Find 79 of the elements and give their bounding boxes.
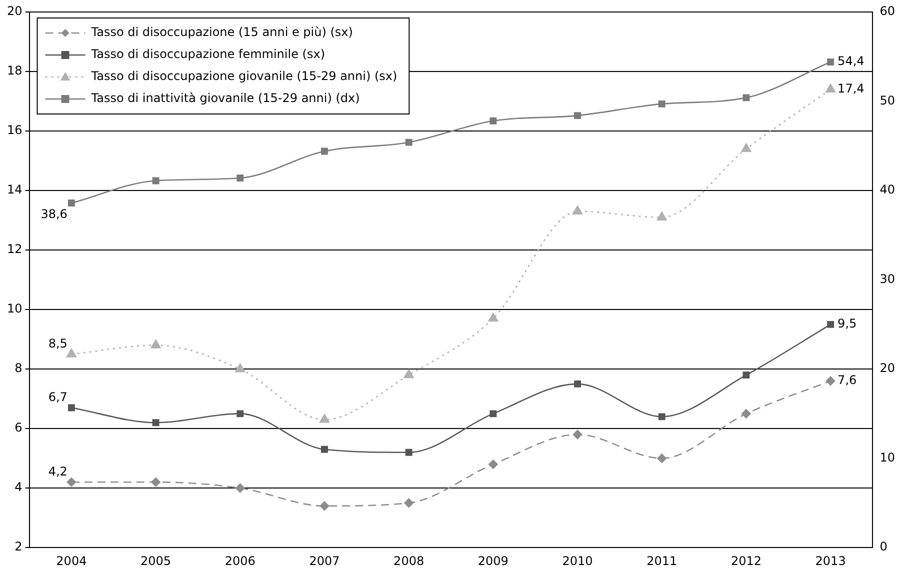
data-label: 4,2 bbox=[48, 464, 68, 478]
point bbox=[235, 363, 246, 372]
y-tick-label: 2 bbox=[14, 540, 22, 554]
y2-tick-label: 10 bbox=[880, 450, 896, 464]
x-tick-label: 2008 bbox=[394, 554, 424, 568]
legend-label: Tasso di disoccupazione giovanile (15-29 anni) (sx) bbox=[90, 69, 398, 84]
point bbox=[574, 380, 581, 388]
data-label: 9,5 bbox=[838, 316, 857, 331]
point bbox=[320, 414, 330, 423]
point bbox=[656, 212, 667, 220]
point bbox=[236, 174, 244, 182]
data-label: 38,6 bbox=[40, 207, 68, 222]
point bbox=[742, 409, 751, 418]
point bbox=[320, 501, 330, 511]
point bbox=[572, 206, 582, 215]
data-label: 6,7 bbox=[48, 390, 68, 404]
x-tick-label: 2012 bbox=[730, 554, 762, 568]
x-tick-label: 2013 bbox=[815, 554, 846, 568]
x-tick-label: 2005 bbox=[140, 554, 172, 568]
point bbox=[236, 410, 244, 418]
x-tick-label: 2004 bbox=[56, 554, 87, 568]
point bbox=[321, 446, 328, 453]
data-label: 54,4 bbox=[838, 54, 864, 68]
y2-tick-label: 60 bbox=[880, 4, 896, 18]
point bbox=[574, 112, 581, 120]
x-tick-label: 2009 bbox=[478, 554, 508, 568]
point bbox=[66, 348, 76, 358]
legend-label: Tasso di inattività giovanile (15-29 anni) (dx) bbox=[90, 91, 360, 106]
y2-tick-label: 0 bbox=[880, 540, 888, 554]
point bbox=[826, 376, 836, 386]
point bbox=[321, 148, 328, 155]
point bbox=[404, 369, 414, 378]
legend-label: Tasso di disoccupazione (15 anni e più) (sx) bbox=[90, 25, 353, 40]
point bbox=[235, 483, 245, 493]
point bbox=[572, 430, 582, 440]
point bbox=[68, 200, 75, 207]
point bbox=[742, 372, 750, 378]
point bbox=[488, 312, 498, 322]
y-tick-label: 4 bbox=[14, 480, 22, 494]
point bbox=[826, 84, 836, 93]
x-tick-label: 2006 bbox=[224, 554, 256, 568]
x-tick-label: 2011 bbox=[646, 554, 678, 568]
point bbox=[827, 58, 834, 66]
point bbox=[742, 94, 750, 102]
point bbox=[151, 477, 160, 487]
legend-label: Tasso di disoccupazione femminile (sx) bbox=[90, 47, 326, 62]
data-label: 8,5 bbox=[48, 336, 68, 350]
point bbox=[405, 138, 412, 146]
point bbox=[152, 177, 160, 184]
point bbox=[66, 477, 76, 487]
point bbox=[490, 410, 497, 418]
y-tick-label: 20 bbox=[6, 4, 22, 18]
y2-tick-label: 30 bbox=[880, 272, 896, 286]
point bbox=[741, 143, 752, 152]
point bbox=[490, 117, 497, 124]
point bbox=[150, 340, 161, 348]
y-tick-label: 18 bbox=[6, 64, 22, 78]
y-tick-label: 14 bbox=[6, 182, 22, 197]
data-label: 7,6 bbox=[838, 373, 857, 388]
point bbox=[827, 320, 834, 328]
point bbox=[488, 460, 498, 469]
y2-tick-label: 50 bbox=[880, 93, 896, 108]
x-tick-label: 2010 bbox=[562, 554, 593, 568]
point bbox=[658, 413, 666, 420]
y2-tick-label: 40 bbox=[880, 182, 896, 197]
point bbox=[68, 404, 75, 412]
x-tick-label: 2007 bbox=[309, 554, 340, 568]
y-tick-label: 16 bbox=[6, 123, 22, 138]
point bbox=[405, 448, 412, 456]
y-tick-label: 12 bbox=[6, 242, 22, 256]
point bbox=[657, 454, 667, 463]
point bbox=[152, 419, 160, 426]
data-label: 17,4 bbox=[838, 81, 864, 96]
y2-tick-label: 20 bbox=[880, 361, 896, 376]
y-tick-label: 10 bbox=[6, 302, 22, 316]
point bbox=[404, 498, 414, 508]
point bbox=[658, 100, 666, 108]
y-tick-label: 6 bbox=[14, 420, 22, 435]
y-tick-label: 8 bbox=[14, 361, 22, 376]
